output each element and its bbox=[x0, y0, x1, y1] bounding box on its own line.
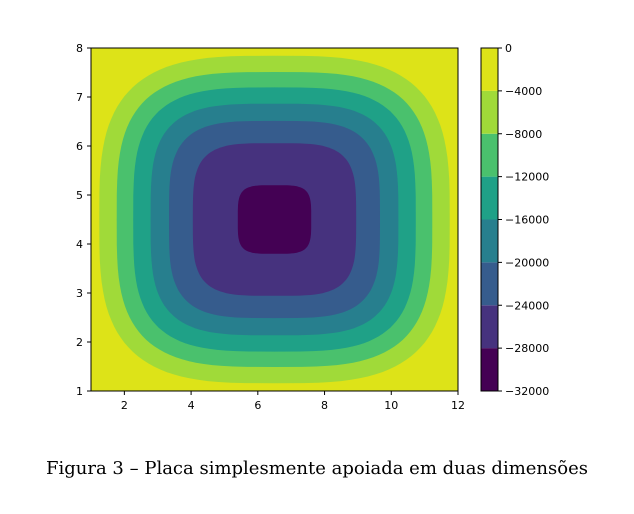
colorbar-segment-4 bbox=[481, 176, 498, 220]
x-tick-label: 6 bbox=[254, 399, 261, 412]
y-tick-label: 1 bbox=[76, 385, 83, 398]
colorbar-segment-3 bbox=[481, 219, 498, 263]
y-tick-label: 7 bbox=[76, 91, 83, 104]
y-tick-label: 8 bbox=[76, 42, 83, 55]
figure-caption: Figura 3 – Placa simplesmente apoiada em… bbox=[46, 458, 588, 479]
colorbar-tick-label: −24000 bbox=[505, 299, 549, 312]
colorbar-tick-label: 0 bbox=[505, 42, 512, 55]
colorbar-segment-2 bbox=[481, 262, 498, 306]
x-tick-label: 8 bbox=[321, 399, 328, 412]
x-tick-label: 10 bbox=[384, 399, 398, 412]
colorbar-tick-label: −4000 bbox=[505, 85, 542, 98]
contour-band-0 bbox=[237, 185, 312, 254]
colorbar-tick-label: −28000 bbox=[505, 342, 549, 355]
colorbar-segment-7 bbox=[481, 48, 498, 91]
colorbar-tick-label: −20000 bbox=[505, 256, 549, 269]
colorbar-tick-label: −12000 bbox=[505, 171, 549, 184]
colorbar-tick-label: −16000 bbox=[505, 214, 549, 227]
y-axis: 1 2 3 4 5 6 7 8 bbox=[76, 42, 91, 398]
plot-frame bbox=[90, 47, 459, 392]
x-tick-label: 2 bbox=[121, 399, 128, 412]
plot-area bbox=[90, 47, 459, 392]
x-tick-label: 4 bbox=[188, 399, 195, 412]
x-tick-label: 12 bbox=[451, 399, 465, 412]
x-axis: 2 4 6 8 10 12 bbox=[121, 391, 465, 412]
colorbar-tick-label: −8000 bbox=[505, 128, 542, 141]
y-tick-label: 3 bbox=[76, 287, 83, 300]
colorbar-segment-6 bbox=[481, 90, 498, 134]
colorbar-segment-0 bbox=[481, 348, 498, 391]
colorbar-segment-5 bbox=[481, 133, 498, 177]
colorbar-tick-label: −32000 bbox=[505, 385, 549, 398]
y-tick-label: 4 bbox=[76, 238, 83, 251]
colorbar: 0 −4000 −8000 −12000 −16000 −20000 −24000 −2800… bbox=[480, 42, 549, 398]
y-tick-label: 5 bbox=[76, 189, 83, 202]
colorbar-segment-1 bbox=[481, 305, 498, 349]
y-tick-label: 2 bbox=[76, 336, 83, 349]
y-tick-label: 6 bbox=[76, 140, 83, 153]
